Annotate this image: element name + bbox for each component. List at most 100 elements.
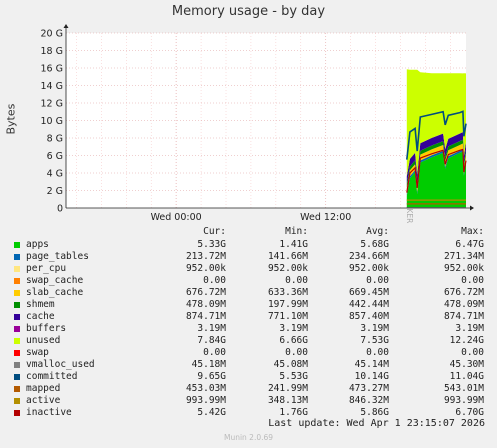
legend-value: 197.99M (267, 299, 308, 310)
legend-value: 0.00 (461, 275, 484, 286)
legend-value: 7.84G (197, 335, 226, 346)
legend-row: slab_cache 676.72M 633.36M 669.45M 676.72M (0, 287, 497, 299)
legend-row: vmalloc_used 45.18M 45.08M 45.14M 45.30M (0, 359, 497, 371)
legend-value: 271.34M (443, 251, 484, 262)
legend-value: 9.65G (197, 371, 226, 382)
legend-header: Cur: Min: Avg: Max: (0, 226, 497, 238)
y-tick-label: 14 G (41, 81, 63, 92)
legend-value: 952.00k (185, 263, 226, 274)
x-tick-label: Wed 00:00 (151, 212, 202, 223)
legend-row: swap 0.00 0.00 0.00 0.00 (0, 347, 497, 359)
area-unused (406, 69, 466, 177)
y-tick-label: 10 G (41, 116, 63, 127)
last-update: Last update: Wed Apr 1 23:15:07 2026 (268, 418, 485, 429)
legend-row: committed 9.65G 5.53G 10.14G 11.04G (0, 371, 497, 383)
legend-value: 771.10M (267, 311, 308, 322)
legend-value: 633.36M (267, 287, 308, 298)
legend-header-cell: Cur: (203, 226, 226, 237)
legend-header-cell: Min: (285, 226, 308, 237)
legend-value: 473.27M (348, 383, 389, 394)
legend-value: 5.53G (279, 371, 308, 382)
chart-title: Memory usage - by day (171, 4, 326, 19)
legend-series-name: slab_cache (26, 287, 84, 298)
legend-value: 0.00 (461, 347, 484, 358)
legend-header-cell: Max: (461, 226, 484, 237)
legend-value: 7.53G (360, 335, 389, 346)
legend-swatch (14, 242, 20, 248)
legend-series-name: page_tables (26, 251, 89, 262)
legend-value: 993.99M (185, 395, 226, 406)
legend-swatch (14, 266, 20, 272)
legend-value: 45.14M (354, 359, 389, 370)
legend-value: 952.00k (267, 263, 308, 274)
legend-value: 3.19M (455, 323, 484, 334)
legend-value: 0.00 (285, 347, 308, 358)
legend-value: 478.09M (185, 299, 226, 310)
legend-value: 3.19M (360, 323, 389, 334)
y-tick-label: 8 G (47, 134, 63, 145)
legend-value: 669.45M (348, 287, 389, 298)
area-page-tables (406, 149, 466, 196)
legend-value: 1.41G (279, 239, 308, 250)
legend-swatch (14, 302, 20, 308)
line-inactive (406, 148, 467, 193)
legend-value: 857.40M (348, 311, 389, 322)
legend-series-name: cache (26, 311, 55, 322)
legend-value: 0.00 (285, 275, 308, 286)
legend-value: 45.30M (449, 359, 484, 370)
legend-value: 5.42G (197, 407, 226, 418)
legend-row: mapped 453.03M 241.99M 473.27M 543.01M (0, 383, 497, 395)
legend-value: 5.33G (197, 239, 226, 250)
legend-value: 6.66G (279, 335, 308, 346)
legend-row: unused 7.84G 6.66G 7.53G 12.24G (0, 335, 497, 347)
legend-value: 993.99M (443, 395, 484, 406)
legend-swatch (14, 338, 20, 344)
legend-value: 45.18M (191, 359, 226, 370)
legend-value: 0.00 (366, 347, 389, 358)
legend-value: 234.66M (348, 251, 389, 262)
legend-swatch (14, 350, 20, 356)
legend-row: swap_cache 0.00 0.00 0.00 0.00 (0, 275, 497, 287)
y-tick-label: 12 G (41, 99, 63, 110)
legend-value: 241.99M (267, 383, 308, 394)
legend-value: 5.68G (360, 239, 389, 250)
legend-value: 213.72M (185, 251, 226, 262)
legend-swatch (14, 254, 20, 260)
legend-swatch (14, 398, 20, 404)
area-apps (406, 151, 466, 208)
legend-swatch (14, 326, 20, 332)
legend-value: 141.66M (267, 251, 308, 262)
y-tick-label: 6 G (47, 151, 63, 162)
legend-swatch (14, 374, 20, 380)
plot-svg: 0 2 G 4 G 6 G 8 G 10 G 12 G 14 G 16 G 18 G 20 G Wed… (41, 24, 474, 223)
legend-value: 676.72M (185, 287, 226, 298)
legend-row: shmem 478.09M 197.99M 442.44M 478.09M (0, 299, 497, 311)
legend-series-name: shmem (26, 299, 55, 310)
legend-swatch (14, 410, 20, 416)
y-axis-arrow (63, 24, 69, 28)
legend-series-name: active (26, 395, 61, 406)
area-slab-cache (406, 143, 466, 194)
legend-value: 11.04G (449, 371, 484, 382)
legend-value: 543.01M (443, 383, 484, 394)
munin-version: Munin 2.0.69 (223, 433, 274, 442)
legend-series-name: swap_cache (26, 275, 84, 286)
legend-value: 952.00k (443, 263, 484, 274)
legend-series-name: swap (26, 347, 49, 358)
area-cache (406, 132, 466, 184)
legend-swatch (14, 278, 20, 284)
legend-value: 1.76G (279, 407, 308, 418)
legend-value: 45.08M (273, 359, 308, 370)
legend-series-name: vmalloc_used (26, 359, 95, 370)
y-tick-label: 16 G (41, 64, 63, 75)
legend-value: 952.00k (348, 263, 389, 274)
line-committed (406, 110, 467, 160)
legend-value: 6.47G (455, 239, 484, 250)
legend-row: page_tables 213.72M 141.66M 234.66M 271.34M (0, 251, 497, 263)
y-tick-label: 18 G (41, 46, 63, 57)
legend-series-name: committed (26, 371, 78, 382)
legend-row: inactive 5.42G 1.76G 5.86G 6.70G (0, 407, 497, 419)
y-tick-label: 2 G (47, 186, 63, 197)
legend-series-name: apps (26, 239, 49, 250)
